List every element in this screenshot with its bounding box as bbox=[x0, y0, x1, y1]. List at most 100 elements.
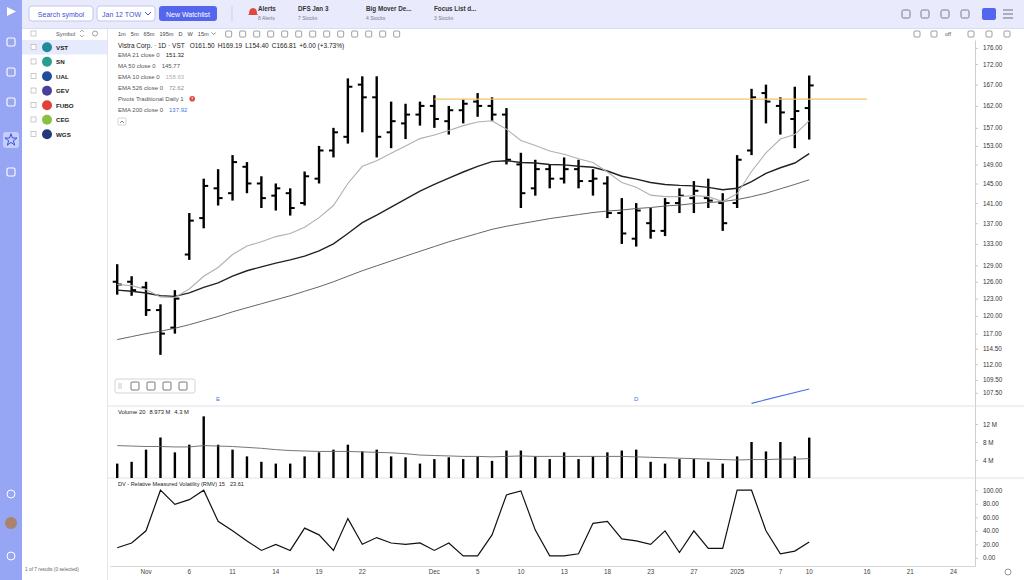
watchlist-symbol[interactable]: FUBO bbox=[56, 102, 74, 109]
toolbar-icon[interactable] bbox=[986, 31, 992, 37]
watchlist-symbol[interactable]: UAL bbox=[56, 73, 69, 80]
legend-name[interactable]: EMA 10 close 0 bbox=[118, 74, 160, 80]
interval-button[interactable]: D bbox=[178, 31, 182, 37]
toolbar-icon[interactable] bbox=[352, 31, 358, 37]
nav-icon[interactable] bbox=[7, 38, 15, 46]
interval-button[interactable]: W bbox=[188, 31, 194, 37]
toolbar-icon[interactable] bbox=[310, 31, 316, 37]
select-all-checkbox[interactable] bbox=[31, 31, 36, 36]
toolbar-icon[interactable] bbox=[338, 31, 344, 37]
search-button[interactable]: Search symbol bbox=[29, 6, 93, 21]
new-watchlist-label[interactable]: New Watchlist bbox=[166, 11, 210, 18]
top-bar-icon[interactable] bbox=[902, 10, 910, 18]
watchlist-symbol[interactable]: WGS bbox=[56, 131, 71, 138]
row-checkbox[interactable] bbox=[31, 45, 36, 50]
toolbar-icon[interactable] bbox=[282, 31, 288, 37]
search-button-label[interactable]: Search symbol bbox=[38, 11, 85, 19]
watchlist-symbol[interactable]: GEV bbox=[56, 87, 70, 94]
interval-button[interactable]: 15m bbox=[198, 31, 209, 37]
row-checkbox[interactable] bbox=[31, 59, 36, 64]
top-bar-icon[interactable] bbox=[961, 10, 969, 18]
row-checkbox[interactable] bbox=[31, 74, 36, 79]
legend-row[interactable]: EMA 526 close 072.62 bbox=[118, 85, 185, 91]
interval-button[interactable]: 1m bbox=[118, 31, 126, 37]
watchlist-row[interactable]: VST bbox=[22, 40, 107, 55]
legend-row[interactable]: EMA 10 close 0158.63 bbox=[118, 74, 185, 80]
row-checkbox[interactable] bbox=[31, 103, 36, 108]
legend-row[interactable]: EMA 21 close 0151.32 bbox=[118, 52, 185, 58]
tab-subtitle[interactable]: 4 Stocks bbox=[366, 15, 386, 21]
settings-icon[interactable] bbox=[93, 31, 98, 36]
interval-button[interactable]: 5m bbox=[131, 31, 139, 37]
menu-icon[interactable] bbox=[1003, 10, 1013, 18]
watchlist-row[interactable]: UAL bbox=[31, 71, 69, 81]
drawing-tool-icon[interactable] bbox=[147, 382, 155, 390]
toolbar-icon[interactable] bbox=[296, 31, 302, 37]
toolbar-icon[interactable] bbox=[324, 31, 330, 37]
tab-subtitle[interactable]: 8 Alerts bbox=[258, 15, 275, 21]
watchlist-symbol[interactable]: VST bbox=[56, 44, 68, 51]
row-checkbox[interactable] bbox=[31, 117, 36, 122]
search-button-box[interactable] bbox=[29, 6, 93, 21]
watchlist-symbol[interactable]: SN bbox=[56, 58, 65, 65]
watchlist-tab[interactable]: Alerts 8 Alerts bbox=[248, 5, 276, 21]
drawing-toolbar[interactable] bbox=[115, 379, 195, 393]
new-watchlist-button[interactable]: New Watchlist bbox=[159, 6, 217, 21]
interval-caret[interactable] bbox=[212, 33, 216, 35]
tab-title[interactable]: Focus List d... bbox=[434, 5, 477, 12]
toolbar-icon[interactable] bbox=[1004, 31, 1010, 37]
layout-toggle[interactable]: off bbox=[945, 31, 952, 37]
legend-collapse[interactable] bbox=[118, 118, 126, 125]
nav-icon[interactable] bbox=[7, 98, 15, 106]
toolbar-icon[interactable] bbox=[240, 31, 246, 37]
tab-title[interactable]: Big Mover De... bbox=[366, 5, 412, 13]
row-checkbox[interactable] bbox=[31, 88, 36, 93]
tab-title[interactable]: Alerts bbox=[258, 5, 276, 12]
watchlist-row[interactable]: WGS bbox=[31, 129, 71, 139]
drawing-tool-icon[interactable] bbox=[163, 382, 171, 390]
watchlist-tab[interactable]: DFS Jan 3 7 Stocks bbox=[298, 5, 329, 21]
new-watchlist-box[interactable] bbox=[159, 6, 217, 21]
nav-selected[interactable] bbox=[3, 132, 19, 148]
row-checkbox[interactable] bbox=[31, 132, 36, 137]
toolbar-icon[interactable] bbox=[366, 31, 372, 37]
toolbar-icon[interactable] bbox=[931, 31, 937, 37]
watchlist-tab[interactable]: Big Mover De... 4 Stocks bbox=[366, 5, 412, 21]
chart-settings-icon[interactable] bbox=[1005, 569, 1011, 575]
legend-name[interactable]: EMA 200 close 0 bbox=[118, 107, 164, 113]
legend-row[interactable]: MA 50 close 0145.77 bbox=[118, 63, 181, 69]
watchlist-row[interactable]: SN bbox=[31, 57, 65, 67]
toolbar-icon[interactable] bbox=[968, 31, 974, 37]
watchlist-row[interactable]: CEG bbox=[31, 115, 70, 125]
tab-subtitle[interactable]: 3 Stocks bbox=[434, 15, 454, 21]
drawing-tool-icon[interactable] bbox=[131, 382, 139, 390]
legend-name[interactable]: MA 50 close 0 bbox=[118, 63, 156, 69]
nav-icon[interactable] bbox=[7, 168, 15, 176]
watchlist-dropdown-box[interactable] bbox=[97, 6, 155, 21]
nav-learn-icon[interactable] bbox=[7, 490, 15, 498]
toolbar-icon[interactable] bbox=[380, 31, 386, 37]
watchlist-symbol[interactable]: CEG bbox=[56, 116, 70, 123]
top-bar-icon[interactable] bbox=[921, 10, 929, 18]
watchlist-tab[interactable]: Focus List d... 3 Stocks bbox=[434, 5, 477, 21]
legend-name[interactable]: EMA 21 close 0 bbox=[118, 52, 160, 58]
drawing-tool-icon[interactable] bbox=[179, 382, 187, 390]
nav-icon[interactable] bbox=[7, 68, 15, 76]
watchlist-row[interactable]: GEV bbox=[31, 86, 70, 96]
nav-info-icon[interactable] bbox=[7, 552, 15, 560]
top-bar-icon[interactable] bbox=[941, 10, 949, 18]
tab-title[interactable]: DFS Jan 3 bbox=[298, 5, 329, 12]
legend-name[interactable]: EMA 526 close 0 bbox=[118, 85, 164, 91]
event-marker[interactable]: E bbox=[216, 396, 220, 402]
toolbar-icon[interactable] bbox=[254, 31, 260, 37]
toolbar-icon[interactable] bbox=[268, 31, 274, 37]
column-header[interactable]: Symbol bbox=[56, 31, 75, 37]
watchlist-dropdown[interactable]: Jan 12 TOW bbox=[97, 6, 155, 21]
user-avatar[interactable] bbox=[5, 517, 17, 529]
tab-subtitle[interactable]: 7 Stocks bbox=[298, 15, 318, 21]
watchlist-row[interactable]: FUBO bbox=[31, 100, 74, 110]
legend-row[interactable]: Pivots Traditional Daily 1 bbox=[118, 96, 195, 102]
toolbar-icon[interactable] bbox=[226, 31, 232, 37]
view-toggle[interactable] bbox=[982, 8, 996, 20]
event-marker[interactable]: D bbox=[634, 396, 639, 402]
